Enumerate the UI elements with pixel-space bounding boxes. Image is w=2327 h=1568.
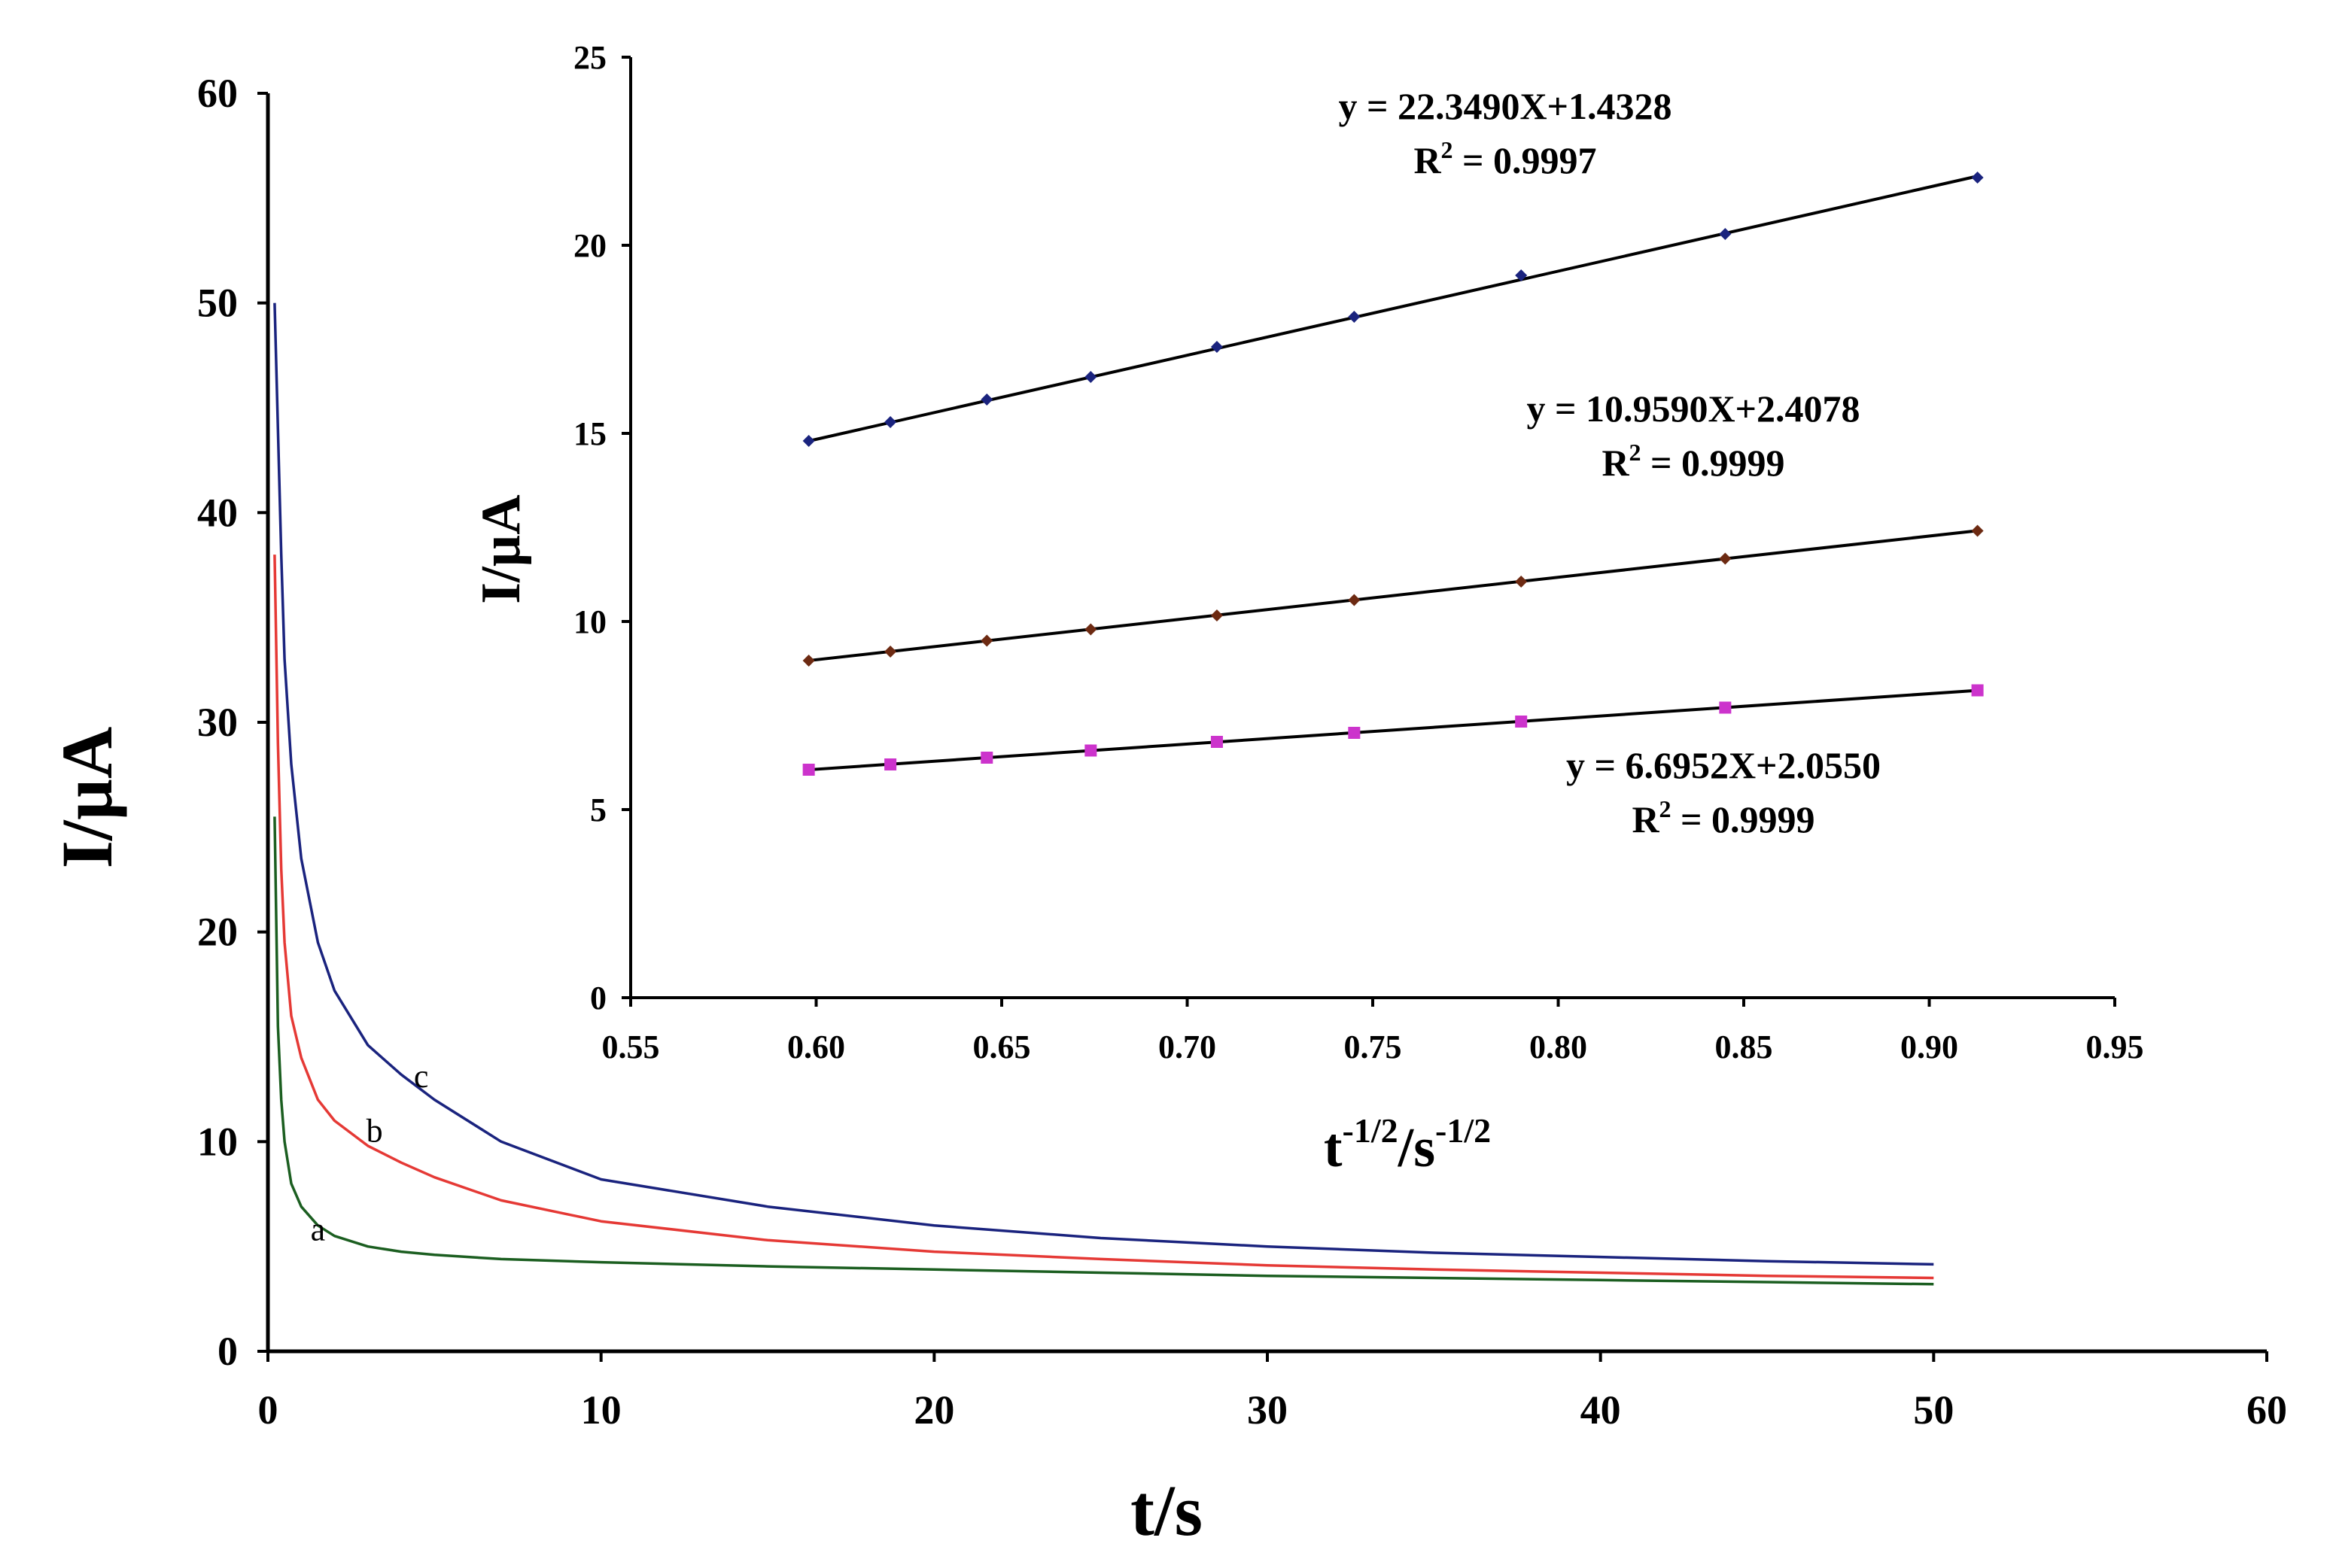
data-point-series-top bbox=[1971, 172, 1984, 184]
curve-b bbox=[273, 555, 1934, 1280]
inset-x-tick-label: 0.60 bbox=[787, 1029, 845, 1065]
main-x-tick-label: 20 bbox=[914, 1387, 954, 1433]
data-point-series-top bbox=[802, 435, 815, 447]
inset-points bbox=[802, 172, 1984, 776]
main-y-tick-label: 40 bbox=[197, 490, 238, 535]
curve-label-a: a bbox=[311, 1211, 326, 1247]
main-curves bbox=[273, 302, 1934, 1286]
inset-x-tick-label: 0.75 bbox=[1344, 1029, 1402, 1065]
main-curve-labels: a bc bbox=[311, 1058, 429, 1247]
data-point-series-bottom bbox=[1084, 744, 1097, 757]
main-x-tick-label: 30 bbox=[1247, 1387, 1288, 1433]
data-point-series-top bbox=[981, 394, 993, 406]
data-point-series-middle bbox=[884, 646, 897, 658]
inset-ticks: 0.55 0.60 0.65 0.70 0.75 0.80 0.85 0.90 0.95 0 5 10… bbox=[573, 39, 2144, 1065]
inset-x-tick-label: 0.90 bbox=[1900, 1029, 1958, 1065]
curve-label-c: c bbox=[414, 1058, 429, 1095]
equation-top: y = 22.3490X+1.4328 bbox=[1338, 85, 1671, 127]
equation-middle: y = 10.9590X+2.4078 bbox=[1526, 387, 1860, 430]
inset-y-tick-label: 20 bbox=[573, 227, 607, 264]
data-point-series-middle bbox=[1971, 524, 1984, 537]
data-point-series-middle bbox=[1719, 552, 1732, 565]
data-point-series-bottom bbox=[802, 764, 815, 776]
data-point-series-middle bbox=[981, 634, 993, 647]
main-y-tick-label: 20 bbox=[197, 910, 238, 955]
fit-line-series-top bbox=[808, 175, 1979, 443]
main-y-tick-label: 10 bbox=[197, 1119, 238, 1164]
curve-label-b: b bbox=[367, 1112, 383, 1149]
inset-y-axis-label: I/µA bbox=[470, 494, 532, 603]
main-x-tick-label: 0 bbox=[258, 1387, 278, 1433]
curve-c bbox=[273, 302, 1934, 1266]
main-y-tick-label: 0 bbox=[217, 1329, 238, 1374]
data-point-series-middle bbox=[1084, 623, 1097, 636]
main-x-tick-label: 60 bbox=[2246, 1387, 2287, 1433]
main-x-tick-label: 40 bbox=[1580, 1387, 1621, 1433]
main-y-tick-label: 30 bbox=[197, 700, 238, 745]
inset-x-tick-label: 0.95 bbox=[2086, 1029, 2144, 1065]
main-y-tick-label: 60 bbox=[197, 71, 238, 116]
data-point-series-top bbox=[1515, 269, 1528, 281]
inset-y-tick-label: 15 bbox=[573, 415, 607, 452]
data-point-series-top bbox=[884, 416, 897, 428]
inset-x-label-mid: /s bbox=[1398, 1117, 1435, 1179]
inset-x-label-sup1: -1/2 bbox=[1343, 1111, 1398, 1150]
inset-x-tick-label: 0.55 bbox=[602, 1029, 660, 1065]
data-point-series-top bbox=[1719, 228, 1732, 240]
data-point-series-bottom bbox=[1515, 716, 1528, 728]
data-point-series-middle bbox=[1515, 576, 1528, 588]
data-point-series-bottom bbox=[884, 758, 897, 770]
r2-bottom: R2 = 0.9999 bbox=[1632, 795, 1814, 840]
curve-a bbox=[273, 816, 1934, 1286]
data-point-series-middle bbox=[802, 655, 815, 667]
inset-y-tick-label: 0 bbox=[590, 980, 607, 1016]
inset-x-tick-label: 0.70 bbox=[1158, 1029, 1216, 1065]
inset-x-label-sup2: -1/2 bbox=[1435, 1111, 1491, 1150]
data-point-series-top bbox=[1348, 311, 1361, 323]
inset-x-tick-label: 0.85 bbox=[1715, 1029, 1773, 1065]
inset-x-tick-label: 0.80 bbox=[1529, 1029, 1587, 1065]
fit-line-series-middle bbox=[808, 529, 1978, 662]
data-point-series-bottom bbox=[1719, 701, 1732, 714]
inset-y-tick-label: 10 bbox=[573, 603, 607, 640]
r2-top: R2 = 0.9997 bbox=[1413, 136, 1596, 181]
equation-bottom: y = 6.6952X+2.0550 bbox=[1566, 744, 1881, 786]
data-point-series-top bbox=[1084, 371, 1097, 383]
inset-y-tick-label: 25 bbox=[573, 39, 607, 76]
inset-y-tick-label: 5 bbox=[590, 792, 607, 828]
main-x-tick-label: 10 bbox=[581, 1387, 622, 1433]
inset-x-tick-label: 0.65 bbox=[973, 1029, 1031, 1065]
data-point-series-top bbox=[1210, 341, 1223, 353]
inset-x-axis-label: t-1/2/s-1/2 bbox=[1324, 1111, 1491, 1179]
main-x-axis-label: t/s bbox=[1130, 1470, 1203, 1551]
data-point-series-middle bbox=[1348, 594, 1361, 606]
inset-x-label-base: t bbox=[1324, 1117, 1343, 1179]
data-point-series-bottom bbox=[1971, 684, 1984, 697]
fit-line-series-bottom bbox=[808, 688, 1978, 772]
data-point-series-bottom bbox=[981, 752, 993, 764]
data-point-series-bottom bbox=[1210, 736, 1223, 748]
data-point-series-bottom bbox=[1348, 727, 1361, 739]
inset-chart: 0.55 0.60 0.65 0.70 0.75 0.80 0.85 0.90 0.95 0 5 10… bbox=[470, 39, 2144, 1179]
data-point-series-middle bbox=[1210, 609, 1223, 621]
main-y-axis-label: I/µA bbox=[47, 727, 127, 869]
inset-fit-lines bbox=[808, 175, 1979, 772]
r2-middle: R2 = 0.9999 bbox=[1602, 439, 1784, 484]
main-y-tick-label: 50 bbox=[197, 281, 238, 326]
main-x-tick-label: 50 bbox=[1913, 1387, 1954, 1433]
